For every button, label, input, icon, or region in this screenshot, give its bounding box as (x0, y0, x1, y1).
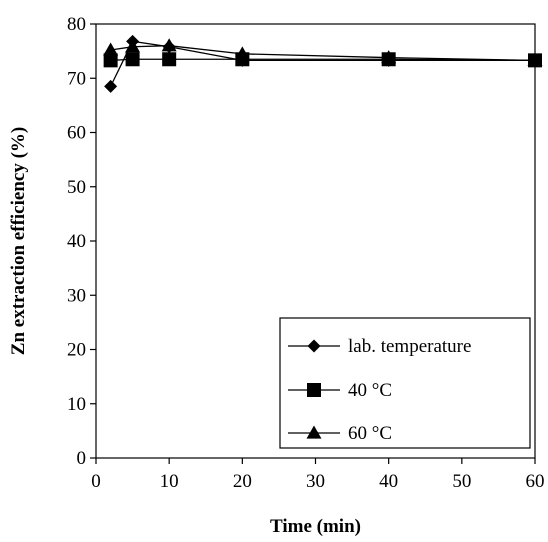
x-tick-label: 50 (452, 471, 471, 492)
y-tick-label: 30 (67, 285, 86, 306)
data-point (103, 53, 118, 68)
x-tick-label: 0 (91, 471, 101, 492)
y-tick-label: 20 (67, 340, 86, 361)
y-tick-label: 80 (67, 14, 86, 35)
legend: lab. temperature 40 °C 60 °C (279, 317, 531, 449)
x-axis-title: Time (min) (270, 516, 361, 537)
legend-marker (306, 425, 322, 439)
series-layer (103, 34, 543, 93)
x-tick-label: 10 (160, 471, 179, 492)
x-tick-label: 20 (233, 471, 252, 492)
legend-marker (307, 339, 321, 353)
x-tick-label: 40 (379, 471, 398, 492)
y-tick-label: 60 (67, 123, 86, 144)
y-tick-label: 10 (67, 394, 86, 415)
y-tick-label: 40 (67, 231, 86, 252)
y-tick-label: 70 (67, 68, 86, 89)
data-point (381, 50, 397, 64)
data-point (103, 42, 119, 56)
data-point (125, 52, 140, 67)
x-tick-label: 60 (526, 471, 545, 492)
y-tick-label: 50 (67, 177, 86, 198)
legend-marker (307, 383, 321, 397)
data-point (125, 39, 141, 53)
legend-box (279, 317, 531, 449)
tick-labels: 0 10 20 30 40 50 60 70 80 0 10 20 30 40 50 60 (67, 14, 545, 492)
data-point (234, 46, 250, 60)
x-tick-label: 30 (306, 471, 325, 492)
y-tick-label: 0 (77, 448, 87, 469)
legend-label: 40 °C (348, 380, 392, 401)
y-axis-title: Zn extraction efficiency (%) (8, 127, 29, 355)
data-point (161, 38, 177, 52)
legend-label: lab. temperature (348, 336, 471, 357)
series-triangle (103, 38, 543, 66)
data-point (162, 52, 177, 67)
legend-label: 60 °C (348, 423, 392, 444)
data-point (104, 79, 118, 93)
data-point (527, 52, 543, 66)
